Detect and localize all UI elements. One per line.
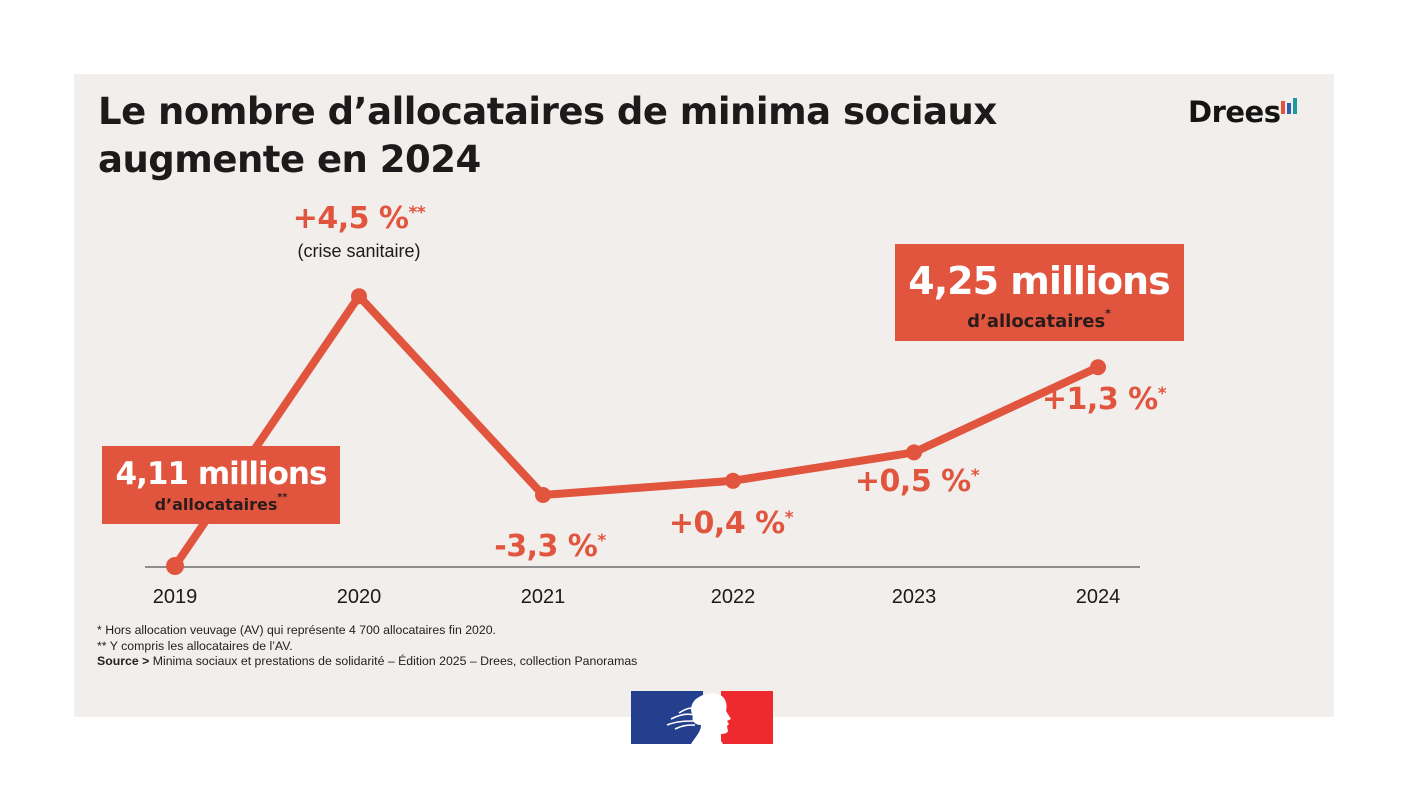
change-note-2020: (crise sanitaire) <box>297 241 420 261</box>
label-value: +4,5 % <box>293 201 409 236</box>
callout-total-2019: 4,11 millions <box>116 456 327 492</box>
marianne-logo <box>631 691 773 744</box>
footnote-2: ** Y compris les allocataires de l’AV. <box>97 638 293 653</box>
title-line-1: Le nombre d’allocataires de minima socia… <box>98 90 997 133</box>
brand-bar <box>1287 103 1292 114</box>
infographic-card <box>74 74 1334 717</box>
data-point-2022 <box>725 472 741 489</box>
change-label-2022: +0,4 %* <box>669 506 794 541</box>
label-value: -3,3 % <box>494 529 598 564</box>
change-label-2023: +0,5 %* <box>855 464 980 499</box>
marianne-profile-icon <box>691 693 731 744</box>
brand-bar <box>1293 98 1298 114</box>
flag-blue-band <box>631 691 703 744</box>
footnote-mark: * <box>1105 307 1111 320</box>
x-tick-labels: 2019 2020 2021 2022 2023 2024 <box>153 586 1121 608</box>
x-tick-label-2024: 2024 <box>1076 586 1121 608</box>
x-tick-label-2019: 2019 <box>153 586 198 608</box>
x-tick-label-2021: 2021 <box>521 586 566 608</box>
series-layer <box>166 288 1106 575</box>
source-label: Source > <box>97 654 150 668</box>
x-tick-label-2023: 2023 <box>892 586 937 608</box>
source-text: Minima sociaux et prestations de solidar… <box>149 654 638 668</box>
footnote-mark: * <box>1158 384 1167 404</box>
source-line: Source > Minima sociaux et prestations d… <box>97 654 637 670</box>
change-label-2020: +4,5 %** <box>293 201 426 236</box>
footnote-1: * Hors allocation veuvage (AV) qui repré… <box>97 623 496 637</box>
series-line <box>171 289 1100 569</box>
title-line-2: augmente en 2024 <box>98 138 481 181</box>
footnote-mark: ** <box>409 203 426 223</box>
x-tick-label-2022: 2022 <box>711 586 756 608</box>
label-value: d’allocataires <box>155 495 278 514</box>
data-point-2019 <box>166 557 184 575</box>
change-label-2024: +1,3 %* <box>1042 382 1167 417</box>
brand-name: Drees <box>1188 95 1281 129</box>
data-point-2023 <box>906 444 922 461</box>
callout-box-2019 <box>102 446 340 524</box>
callout-unit-2024: d’allocataires* <box>967 307 1111 332</box>
callout-total-2024: 4,25 millions <box>908 259 1169 303</box>
callout-unit-2019: d’allocataires** <box>155 492 288 514</box>
chart-title: Le nombre d’allocataires de minima socia… <box>98 88 1078 184</box>
data-point-2024 <box>1090 359 1106 376</box>
brand-bar <box>1281 101 1286 114</box>
marianne-hair-strands-icon <box>666 707 696 730</box>
drees-logo: Drees <box>1188 94 1298 130</box>
label-value: +0,5 % <box>855 464 971 499</box>
footnote-mark: ** <box>277 492 287 503</box>
label-value: +1,3 % <box>1042 382 1158 417</box>
data-point-2020 <box>351 288 367 305</box>
data-point-2021 <box>535 487 551 503</box>
footnote-mark: * <box>971 466 980 486</box>
bar-chart-icon <box>1281 98 1298 114</box>
footnote-mark: * <box>785 508 794 528</box>
label-value: +0,4 % <box>669 506 785 541</box>
footnote-mark: * <box>597 531 606 551</box>
callout-box-2024 <box>895 244 1184 341</box>
label-value: d’allocataires <box>967 311 1105 332</box>
footnotes: * Hors allocation veuvage (AV) qui repré… <box>97 623 637 670</box>
change-label-2021: -3,3 %* <box>494 529 606 564</box>
x-tick-label-2020: 2020 <box>337 586 382 608</box>
